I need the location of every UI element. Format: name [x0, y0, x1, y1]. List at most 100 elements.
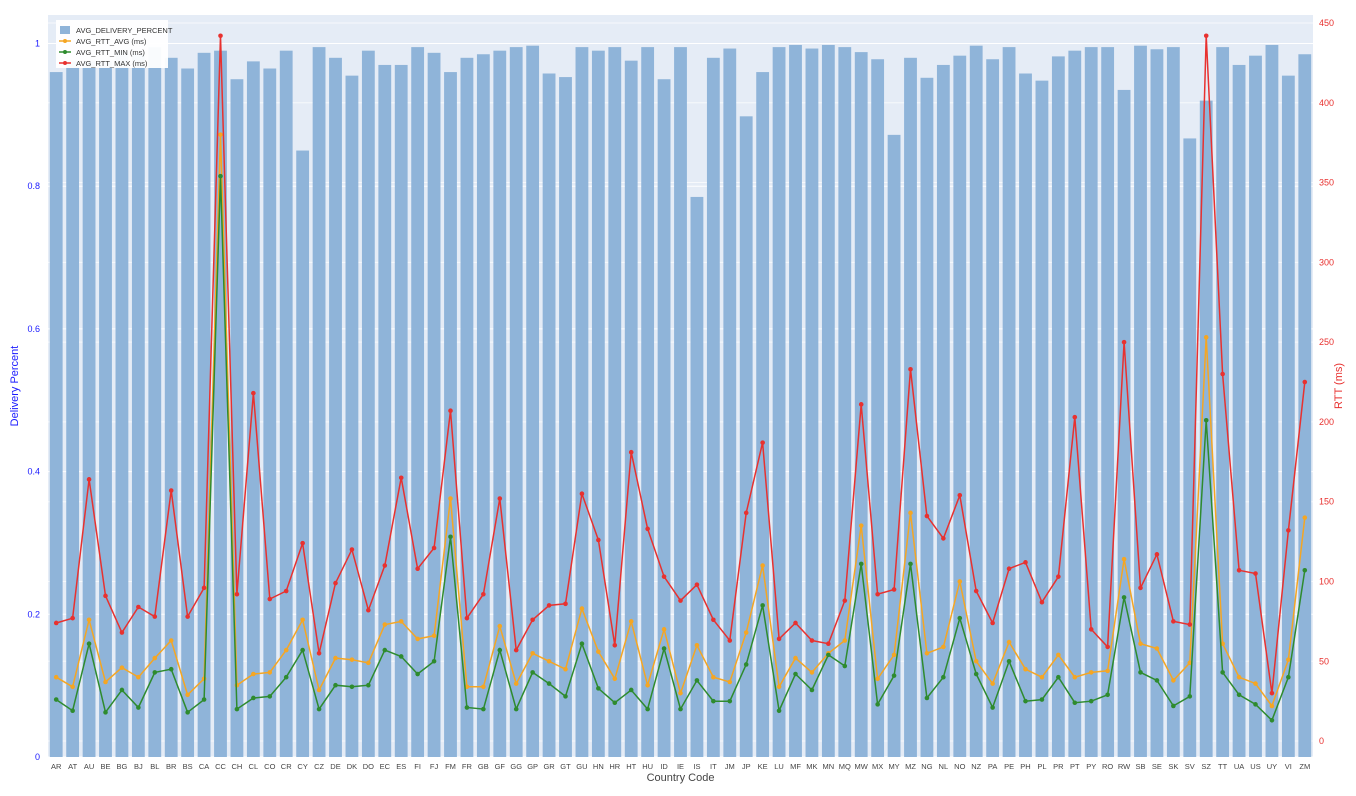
- point-1-RW: [1121, 595, 1127, 600]
- point-2-AT: [70, 615, 75, 621]
- point-0-MW: [858, 523, 864, 528]
- x-tick-label: NL: [939, 762, 949, 771]
- point-1-DK: [349, 684, 355, 690]
- point-2-CZ: [316, 650, 322, 656]
- point-0-KE: [760, 563, 765, 568]
- point-2-SZ: [1203, 33, 1209, 39]
- bar-MF: [789, 44, 802, 757]
- point-1-BJ: [136, 705, 141, 710]
- point-1-IE: [678, 706, 683, 712]
- bar-MX: [871, 59, 885, 757]
- x-tick-label: RW: [1118, 762, 1131, 771]
- legend-marker-2: [63, 50, 67, 54]
- point-1-PE: [1006, 658, 1012, 664]
- point-1-ZM: [1302, 568, 1308, 573]
- point-0-JM: [727, 679, 733, 685]
- x-tick-label: PA: [988, 762, 997, 771]
- y-right-tick-label: 0: [1319, 736, 1324, 746]
- point-2-BL: [152, 614, 158, 619]
- x-tick-label: FM: [445, 762, 456, 771]
- legend-label-0: AVG_DELIVERY_PERCENT: [76, 26, 173, 35]
- point-1-MW: [858, 561, 864, 567]
- x-tick-label: ZM: [1299, 762, 1310, 771]
- y-left-tick-label: 0.4: [27, 467, 40, 477]
- point-0-GB: [481, 684, 486, 690]
- bar-GP: [526, 45, 540, 758]
- point-1-IT: [711, 698, 716, 704]
- x-tick-label: PH: [1020, 762, 1030, 771]
- x-tick-label: GB: [478, 762, 489, 771]
- x-tick-label: DE: [330, 762, 340, 771]
- x-tick-label: CH: [232, 762, 243, 771]
- point-0-ZM: [1302, 515, 1308, 520]
- point-1-UY: [1269, 717, 1275, 723]
- point-0-MQ: [842, 638, 848, 643]
- x-tick-label: NO: [954, 762, 965, 771]
- point-2-BS: [185, 614, 190, 619]
- bar-SB: [1134, 45, 1147, 758]
- point-1-NZ: [973, 671, 979, 677]
- point-2-LU: [776, 636, 782, 642]
- point-0-CC: [218, 132, 223, 137]
- x-tick-label: SB: [1135, 762, 1145, 771]
- bar-HT: [624, 60, 638, 757]
- point-2-NL: [941, 536, 946, 541]
- legend: AVG_DELIVERY_PERCENT AVG_RTT_AVG (ms) AVG_…: [56, 20, 173, 68]
- x-tick-label: MK: [806, 762, 817, 771]
- point-2-NO: [957, 493, 963, 498]
- x-tick-label: SV: [1185, 762, 1195, 771]
- point-2-BE: [103, 593, 108, 599]
- x-tick-label: BJ: [134, 762, 143, 771]
- point-2-HN: [596, 537, 601, 543]
- point-1-GR: [546, 681, 552, 686]
- x-tick-label: CO: [264, 762, 275, 771]
- point-0-BE: [103, 679, 108, 685]
- point-2-UY: [1269, 690, 1275, 696]
- point-2-MK: [809, 638, 815, 643]
- point-0-CR: [283, 647, 289, 653]
- x-tick-label: TT: [1218, 762, 1228, 771]
- point-0-GF: [497, 623, 503, 629]
- point-2-MX: [875, 591, 880, 597]
- point-1-VI: [1286, 674, 1291, 680]
- legend-label-2: AVG_RTT_MIN (ms): [76, 48, 145, 57]
- point-2-GP: [530, 617, 535, 623]
- bar-BS: [181, 68, 195, 757]
- point-1-PY: [1088, 698, 1094, 704]
- point-2-GF: [497, 496, 503, 501]
- point-0-ID: [661, 627, 667, 632]
- bar-GG: [509, 47, 523, 757]
- point-0-IS: [694, 643, 700, 648]
- point-0-BS: [185, 692, 190, 698]
- point-2-KE: [760, 440, 765, 445]
- bar-PA: [986, 59, 1000, 757]
- point-0-DO: [366, 660, 371, 666]
- legend-marker-3: [63, 61, 67, 65]
- x-tick-label: CA: [199, 762, 209, 771]
- point-2-CC: [218, 33, 223, 39]
- bar-CO: [263, 68, 277, 757]
- x-tick-label: LU: [774, 762, 784, 771]
- point-2-ZM: [1302, 379, 1308, 385]
- point-0-EC: [382, 622, 388, 627]
- point-1-JM: [727, 698, 733, 704]
- point-0-JP: [743, 630, 749, 635]
- point-2-CH: [234, 591, 240, 597]
- point-0-BR: [168, 638, 174, 643]
- point-1-MN: [826, 652, 831, 658]
- bar-series: [49, 44, 1312, 758]
- point-1-GU: [579, 641, 585, 647]
- x-tick-label: GP: [527, 762, 538, 771]
- point-2-SB: [1138, 585, 1143, 591]
- bar-BJ: [131, 54, 145, 758]
- point-0-HR: [612, 676, 618, 682]
- point-0-HU: [645, 682, 650, 688]
- point-1-GG: [513, 706, 519, 712]
- x-tick-label: VI: [1285, 762, 1292, 771]
- x-tick-label: US: [1250, 762, 1260, 771]
- point-1-PA: [990, 705, 995, 710]
- x-tick-label: BL: [150, 762, 159, 771]
- y-right-tick-label: 400: [1319, 98, 1334, 108]
- bar-DK: [345, 75, 359, 758]
- point-0-HN: [596, 649, 601, 654]
